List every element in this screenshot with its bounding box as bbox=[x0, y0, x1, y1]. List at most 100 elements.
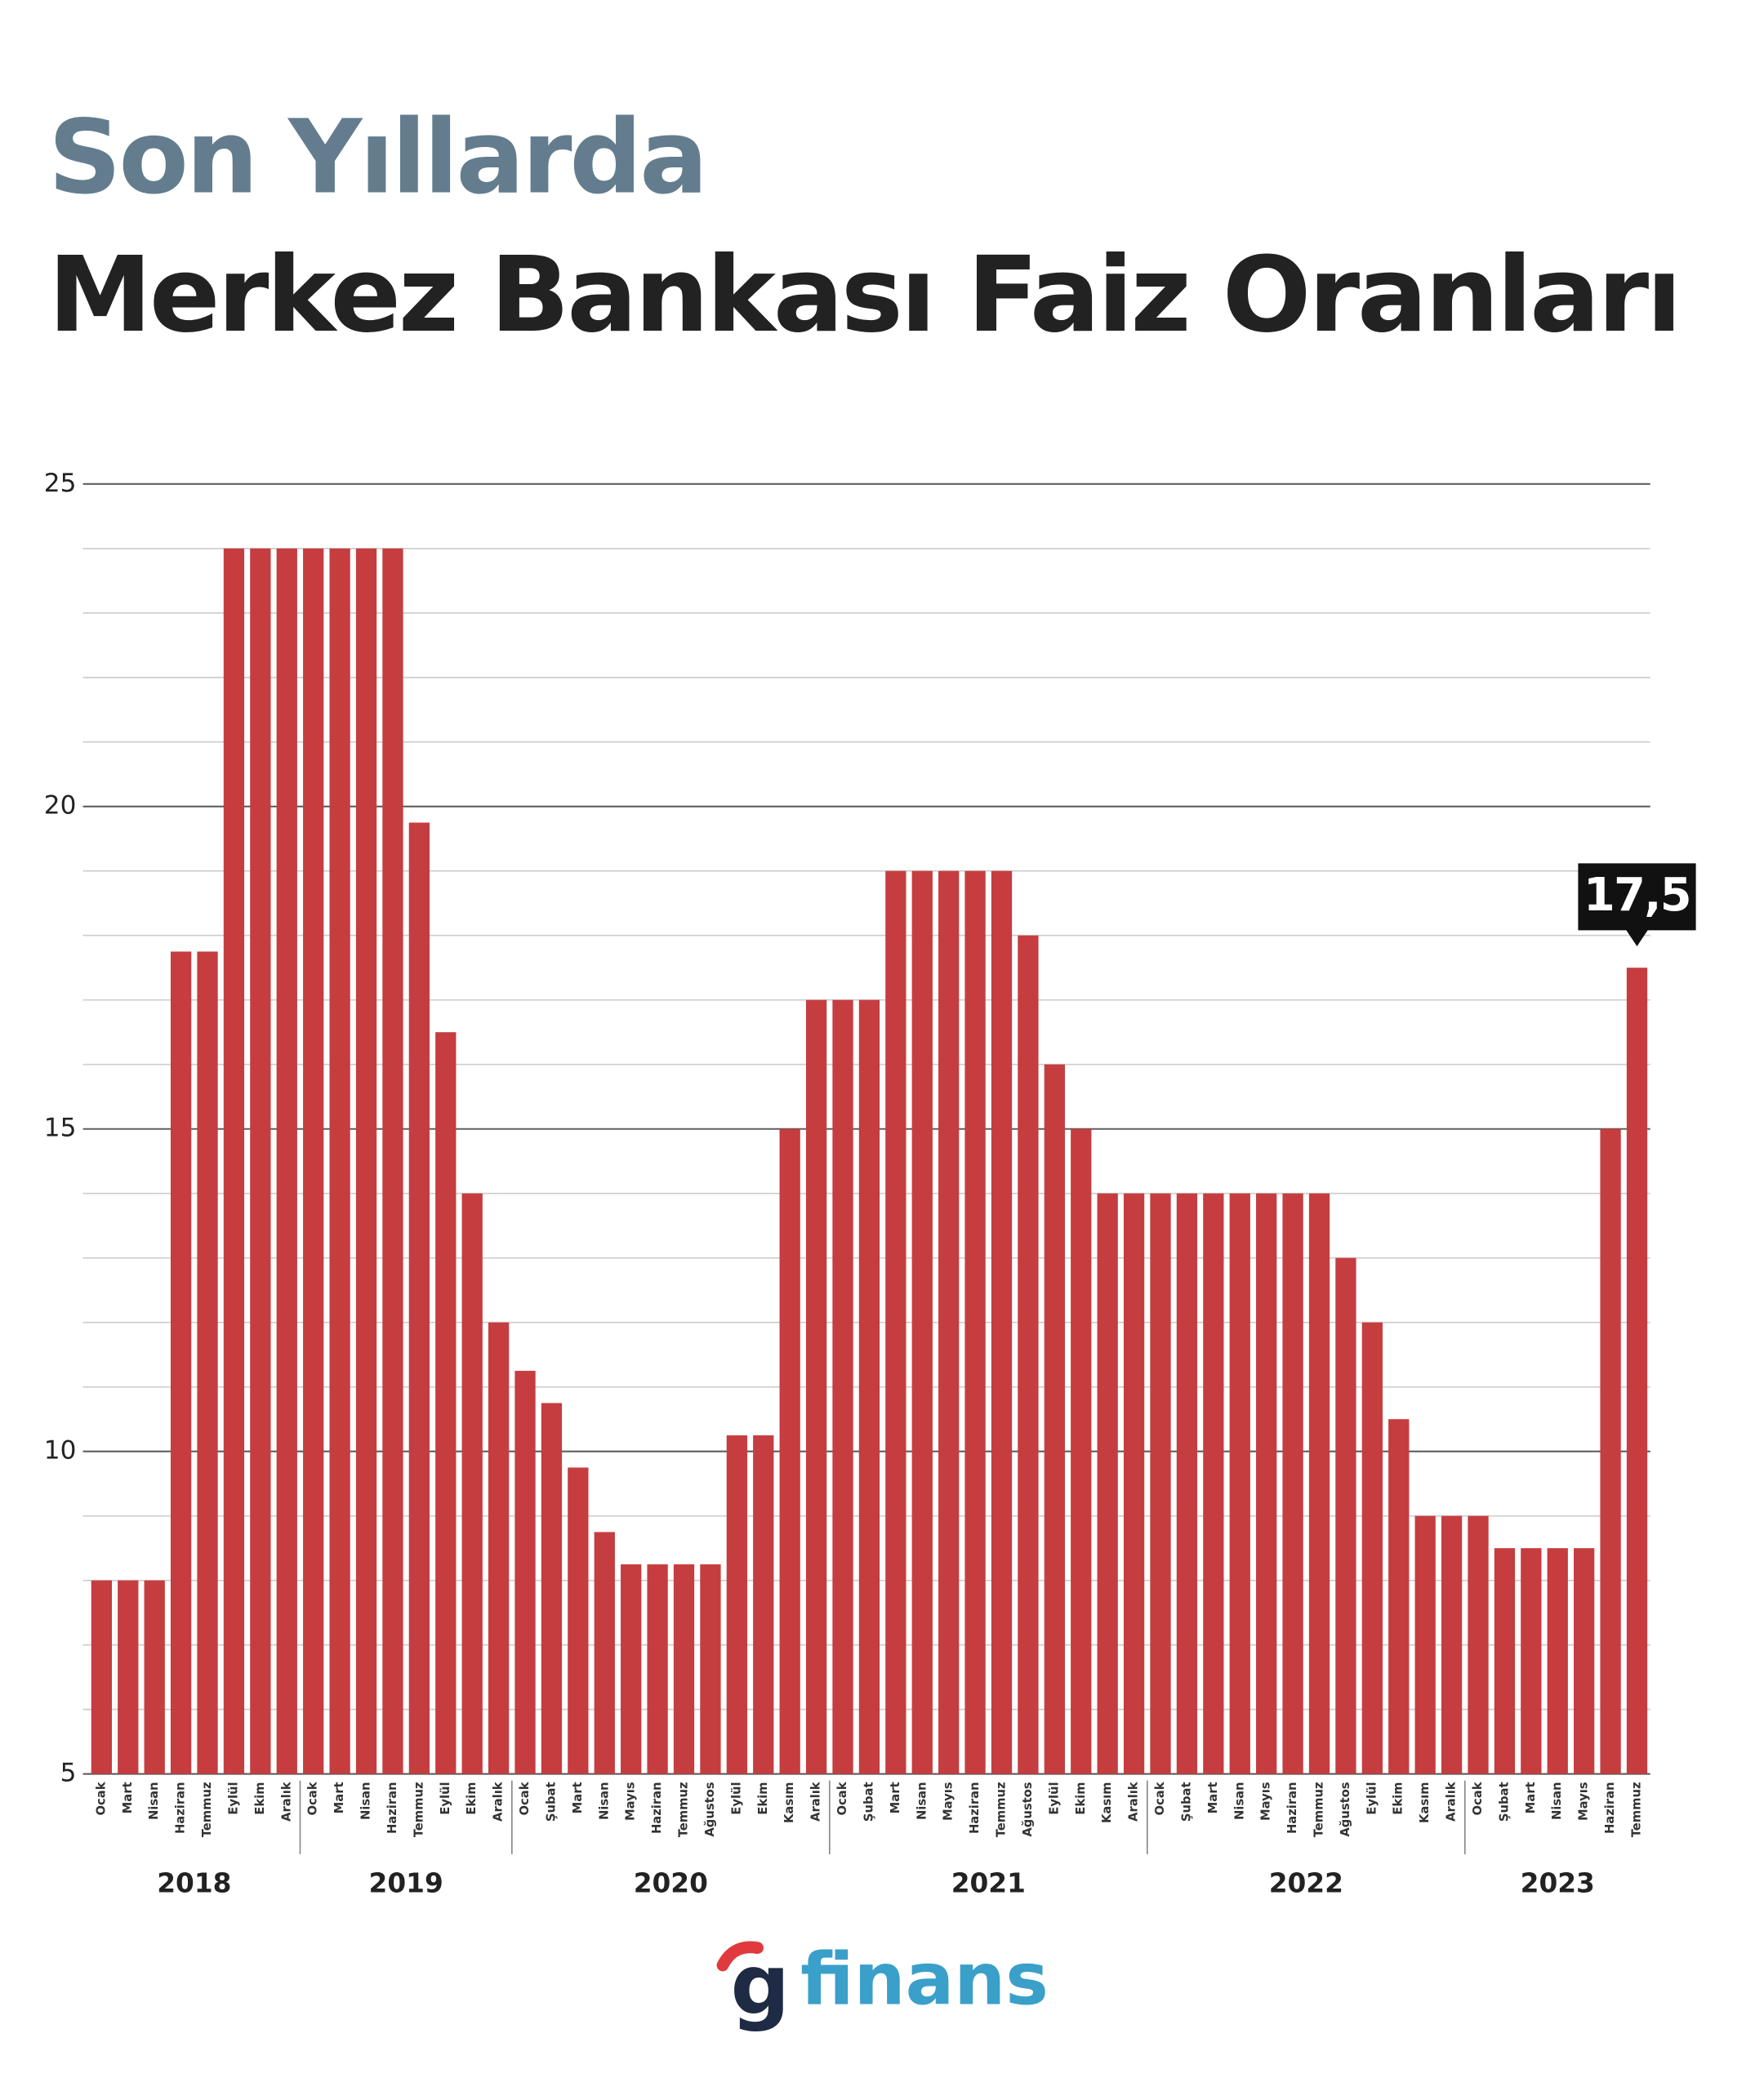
x-tick-label: Temmuz bbox=[995, 1782, 1009, 1837]
year-label: 2021 bbox=[951, 1868, 1026, 1899]
x-tick-label: Ekim bbox=[1392, 1782, 1405, 1814]
y-tick-label: 10 bbox=[44, 1436, 77, 1466]
bar bbox=[885, 870, 906, 1774]
x-tick-label: Ocak bbox=[1471, 1781, 1485, 1815]
x-tick-label: Mayıs bbox=[1577, 1782, 1591, 1821]
x-tick-label: Haziran bbox=[385, 1782, 399, 1834]
x-tick-label: Ocak bbox=[306, 1781, 320, 1815]
x-tick-label: Mart bbox=[121, 1782, 135, 1813]
bar bbox=[355, 548, 377, 1774]
x-tick-label: Mart bbox=[1524, 1782, 1538, 1813]
x-tick-label: Mart bbox=[1206, 1782, 1220, 1813]
bar bbox=[223, 548, 245, 1774]
x-tick-label: Eylül bbox=[1365, 1782, 1379, 1814]
x-tick-label: Haziran bbox=[1285, 1782, 1299, 1834]
x-tick-label: Şubat bbox=[544, 1782, 558, 1822]
logo-arc bbox=[716, 1941, 764, 1972]
bar bbox=[1150, 1193, 1171, 1774]
bar bbox=[329, 548, 350, 1774]
y-tick-label: 5 bbox=[60, 1759, 77, 1788]
bar bbox=[276, 548, 297, 1774]
bar bbox=[461, 1193, 483, 1774]
bar bbox=[1123, 1193, 1145, 1774]
x-tick-label: Ekim bbox=[465, 1782, 479, 1814]
x-tick-label: Aralık bbox=[279, 1781, 293, 1822]
x-tick-label: Temmuz bbox=[412, 1782, 425, 1837]
bar bbox=[1361, 1322, 1383, 1774]
x-tick-label: Ekim bbox=[253, 1782, 267, 1814]
bar bbox=[964, 870, 986, 1774]
x-tick-label: Mayıs bbox=[942, 1782, 956, 1821]
x-tick-label: Mayıs bbox=[1259, 1782, 1273, 1821]
x-tick-label: Aralık bbox=[1445, 1781, 1459, 1822]
y-tick-label: 25 bbox=[44, 469, 77, 498]
bar bbox=[1521, 1548, 1542, 1774]
bar bbox=[250, 548, 271, 1774]
bar bbox=[1018, 935, 1039, 1774]
x-tick-label: Aralık bbox=[809, 1781, 823, 1822]
bar bbox=[118, 1580, 139, 1774]
bar bbox=[1626, 968, 1648, 1774]
x-tick-label: Nisan bbox=[597, 1782, 611, 1820]
bar bbox=[1256, 1193, 1277, 1774]
y-tick-label: 15 bbox=[44, 1114, 77, 1143]
bar bbox=[1097, 1193, 1118, 1774]
y-tick-label: 20 bbox=[44, 791, 77, 821]
x-tick-label: Aralık bbox=[1127, 1781, 1141, 1822]
bar bbox=[1414, 1515, 1436, 1774]
x-tick-label: Eylül bbox=[439, 1782, 452, 1814]
bar bbox=[91, 1580, 113, 1774]
bar bbox=[858, 999, 880, 1774]
x-tick-label: Eylül bbox=[729, 1782, 743, 1814]
bar bbox=[621, 1564, 642, 1774]
bar bbox=[832, 999, 853, 1774]
x-tick-label: Mayıs bbox=[624, 1782, 638, 1821]
bar bbox=[700, 1564, 721, 1774]
bar bbox=[1468, 1515, 1489, 1774]
x-tick-label: Ocak bbox=[835, 1781, 849, 1815]
bar bbox=[1600, 1128, 1621, 1774]
bar bbox=[1203, 1193, 1224, 1774]
bar bbox=[541, 1403, 563, 1774]
chart-subtitle: Merkez Bankası Faiz Oranları bbox=[48, 234, 1679, 356]
chart-title: Son Yıllarda bbox=[48, 98, 706, 216]
bar bbox=[1282, 1193, 1303, 1774]
bar bbox=[779, 1128, 800, 1774]
year-label: 2020 bbox=[634, 1868, 708, 1899]
bar bbox=[647, 1564, 668, 1774]
bar bbox=[1308, 1193, 1330, 1774]
bar bbox=[144, 1580, 165, 1774]
x-tick-label: Nisan bbox=[147, 1782, 161, 1820]
bar bbox=[408, 822, 430, 1774]
bar bbox=[1494, 1548, 1516, 1774]
bar bbox=[1176, 1193, 1198, 1774]
x-tick-label: Nisan bbox=[1550, 1782, 1564, 1820]
bar bbox=[303, 548, 324, 1774]
bar bbox=[991, 870, 1013, 1774]
bar bbox=[197, 951, 218, 1774]
x-tick-label: Ekim bbox=[1074, 1782, 1088, 1814]
x-tick-label: Haziran bbox=[968, 1782, 982, 1834]
logo-text: finans bbox=[800, 1937, 1049, 2021]
x-tick-label: Mart bbox=[889, 1782, 902, 1813]
x-tick-label: Temmuz bbox=[1629, 1782, 1643, 1837]
year-label: 2022 bbox=[1269, 1868, 1343, 1899]
x-tick-label: Şubat bbox=[862, 1782, 875, 1822]
x-tick-label: Ağustos bbox=[1339, 1782, 1352, 1836]
bar bbox=[435, 1032, 457, 1774]
bar bbox=[514, 1370, 536, 1774]
bar bbox=[805, 999, 827, 1774]
year-label: 2023 bbox=[1521, 1868, 1595, 1899]
x-tick-label: Ekim bbox=[756, 1782, 770, 1814]
x-tick-label: Eylül bbox=[226, 1782, 240, 1814]
x-tick-label: Nisan bbox=[1232, 1782, 1246, 1820]
x-tick-label: Ağustos bbox=[1021, 1782, 1035, 1836]
bar bbox=[1044, 1064, 1065, 1774]
bar bbox=[726, 1435, 747, 1774]
bar bbox=[1441, 1515, 1463, 1774]
x-tick-label: Eylül bbox=[1047, 1782, 1061, 1814]
year-label: 2019 bbox=[369, 1868, 443, 1899]
x-tick-label: Mart bbox=[571, 1782, 585, 1813]
bar bbox=[673, 1564, 695, 1774]
